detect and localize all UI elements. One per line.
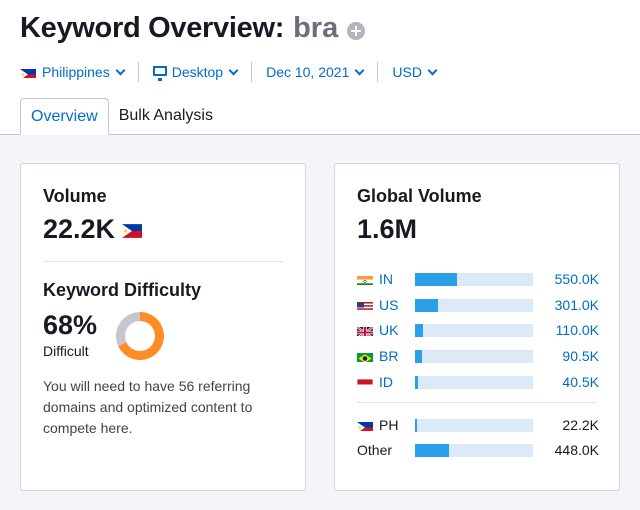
country-filter[interactable]: Philippines: [20, 64, 126, 80]
filter-divider: [137, 62, 139, 82]
kd-donut-hole: [125, 321, 155, 351]
filters-bar: Philippines Desktop Dec 10, 2021 USD: [20, 62, 438, 82]
volume-bar-fill: [415, 376, 418, 389]
volume-label: Volume: [43, 186, 107, 206]
device-filter[interactable]: Desktop: [152, 64, 239, 81]
title-row: Keyword Overview: bra: [20, 12, 366, 45]
card-divider: [357, 402, 597, 403]
tab-bulk-analysis[interactable]: Bulk Analysis: [118, 107, 213, 124]
card-divider: [43, 261, 283, 262]
country-volume[interactable]: 110.0K: [555, 322, 599, 338]
country-volume[interactable]: 40.5K: [562, 374, 599, 390]
currency-filter[interactable]: USD: [392, 64, 438, 80]
volume-bar-track: [415, 376, 533, 389]
filter-divider: [251, 62, 253, 82]
chevron-down-icon: [115, 65, 126, 75]
volume-bar-track: [415, 419, 533, 432]
volume-bar-fill: [415, 273, 457, 286]
country-row-in[interactable]: IN 550.0K: [357, 269, 599, 289]
philippines-flag-icon: [357, 420, 373, 431]
chevron-down-icon: [354, 65, 365, 75]
currency-filter-label: USD: [392, 64, 422, 80]
desktop-icon: [152, 66, 167, 81]
global-volume-card: Global Volume 1.6M IN 550.0K: [334, 163, 620, 491]
filter-divider: [377, 62, 379, 82]
device-filter-label: Desktop: [171, 64, 224, 80]
country-code: PH: [379, 417, 399, 433]
volume-bar-fill: [415, 324, 423, 337]
country-code: UK: [379, 322, 399, 338]
country-row-us[interactable]: US 301.0K: [357, 295, 599, 315]
tab-overview[interactable]: Overview: [20, 98, 109, 135]
volume-difficulty-card: Volume 22.2K Keyword Difficulty 68% Diff…: [20, 163, 306, 491]
country-row-id[interactable]: ID 40.5K: [357, 372, 599, 392]
country-volume[interactable]: 90.5K: [562, 348, 599, 364]
volume-bar-fill: [415, 350, 422, 363]
kd-description: You will need to have 56 referring domai…: [43, 378, 253, 436]
volume-bar-track: [415, 350, 533, 363]
add-keyword-icon[interactable]: [347, 21, 366, 40]
indonesia-flag-icon: [357, 377, 373, 388]
kd-level: Difficult: [43, 343, 89, 359]
global-volume-label: Global Volume: [357, 186, 482, 206]
volume-bar-fill: [415, 419, 417, 432]
country-volume[interactable]: 301.0K: [554, 297, 599, 313]
volume-bar-track: [415, 444, 533, 457]
volume-bar-track: [415, 299, 533, 312]
volume-value: 22.2K: [43, 214, 116, 244]
tab-underline: [0, 134, 640, 135]
country-filter-label: Philippines: [42, 64, 110, 80]
country-code: IN: [379, 271, 393, 287]
country-row-uk[interactable]: UK 110.0K: [357, 320, 599, 340]
country-code: Other: [357, 442, 393, 458]
volume-bar-track: [415, 324, 533, 337]
brazil-flag-icon: [357, 351, 373, 362]
kd-value: 68%: [43, 310, 98, 340]
global-volume-value: 1.6M: [357, 214, 418, 244]
chevron-down-icon: [228, 65, 239, 75]
india-flag-icon: [357, 274, 373, 285]
volume-value-row: 22.2K: [43, 214, 143, 245]
country-code: ID: [379, 374, 393, 390]
philippines-flag-icon: [122, 223, 143, 238]
date-filter[interactable]: Dec 10, 2021: [266, 64, 365, 80]
volume-bar-track: [415, 273, 533, 286]
country-code: US: [379, 297, 399, 313]
uk-flag-icon: [357, 325, 373, 336]
chevron-down-icon: [427, 65, 438, 75]
page-title: Keyword Overview:: [20, 12, 285, 44]
tab-bar: Overview Bulk Analysis: [20, 98, 223, 135]
kd-label: Keyword Difficulty: [43, 280, 202, 300]
usa-flag-icon: [357, 300, 373, 311]
date-filter-label: Dec 10, 2021: [266, 64, 350, 80]
philippines-flag-icon: [20, 67, 36, 78]
country-row-other: Other 448.0K: [357, 440, 599, 460]
volume-bar-fill: [415, 299, 438, 312]
country-volume: 448.0K: [554, 442, 599, 458]
country-volume: 22.2K: [562, 417, 599, 433]
keyword-text: bra: [293, 12, 339, 44]
volume-bar-fill: [415, 444, 449, 457]
page-header: Keyword Overview: bra Philippines Deskto…: [0, 0, 640, 135]
country-row-ph: PH 22.2K: [357, 415, 599, 435]
country-volume[interactable]: 550.0K: [554, 271, 599, 287]
kd-donut-chart: [116, 312, 164, 360]
country-code: BR: [379, 348, 399, 364]
country-row-br[interactable]: BR 90.5K: [357, 346, 599, 366]
